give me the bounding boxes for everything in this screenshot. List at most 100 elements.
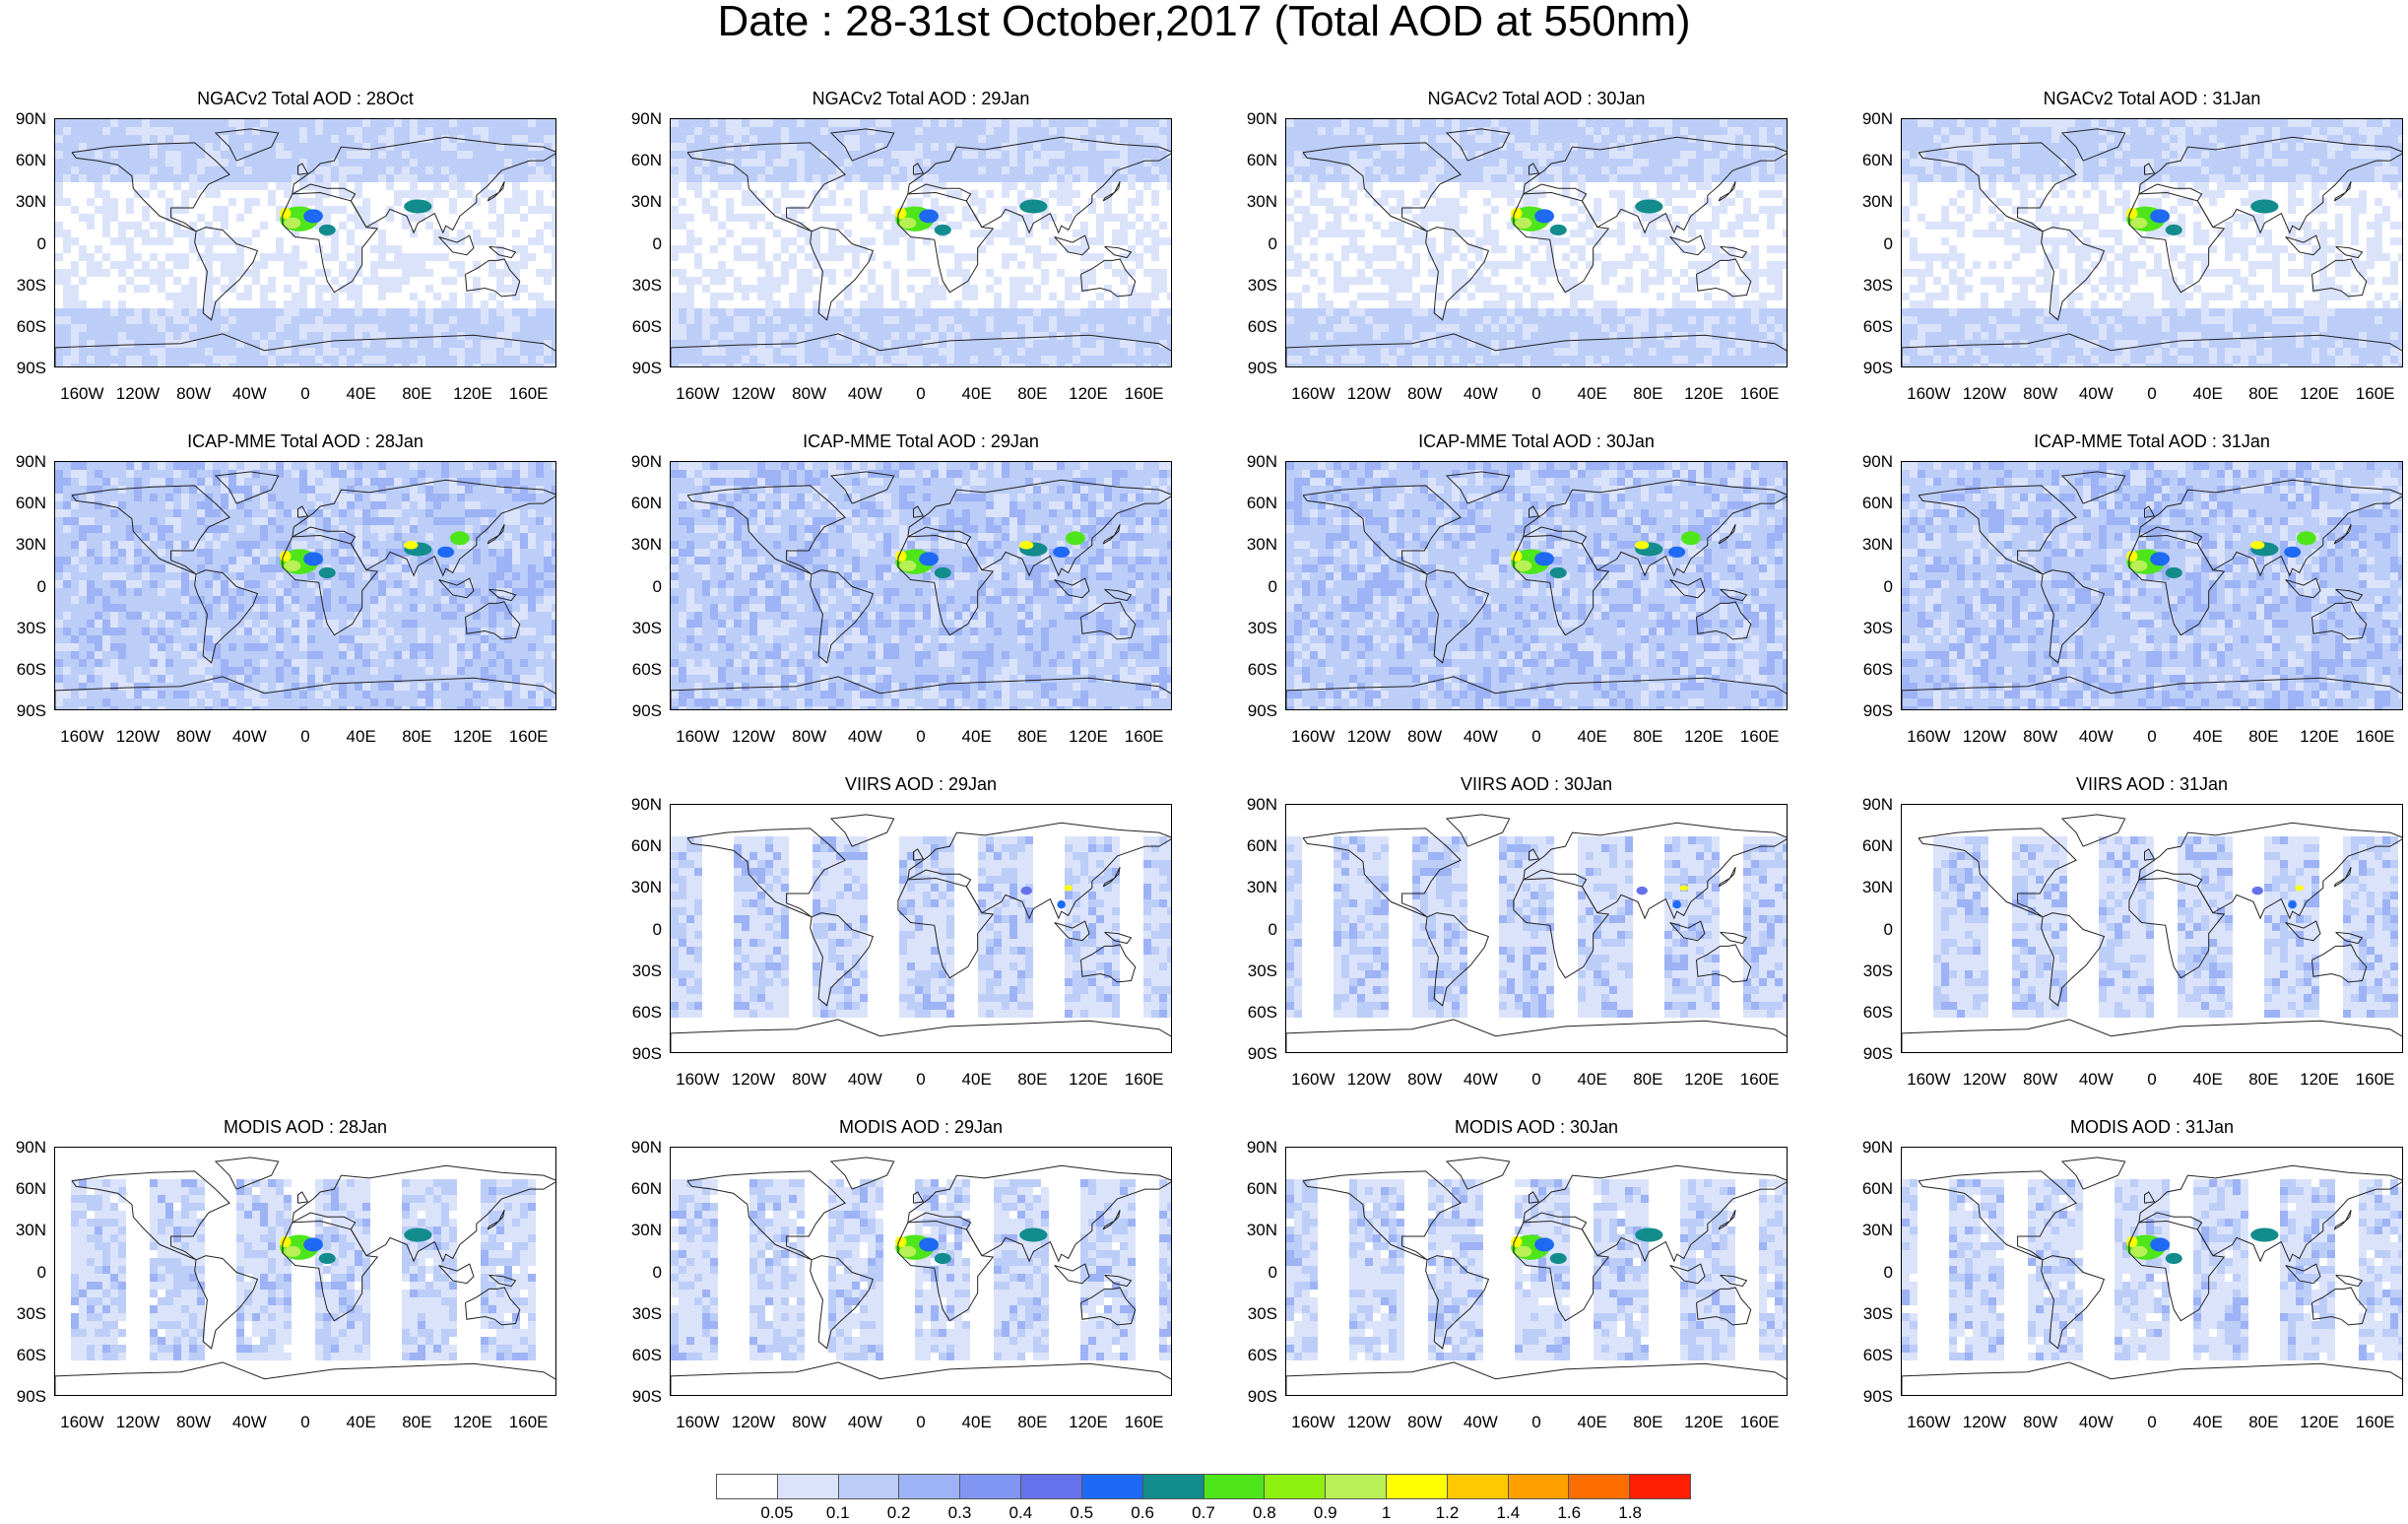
latitude-label: 60S xyxy=(622,1004,662,1021)
latitude-label: 30N xyxy=(1854,879,1893,895)
latitude-label: 60S xyxy=(7,1347,46,1363)
longitude-label: 80W xyxy=(780,728,839,745)
longitude-label: 120W xyxy=(1955,728,2014,745)
colorbar-tick-label: 0.8 xyxy=(1245,1504,1284,1521)
longitude-label: 160E xyxy=(1730,1071,1790,1088)
longitude-label: 0 xyxy=(2122,728,2181,745)
map-frame xyxy=(54,461,556,710)
longitude-label: 120E xyxy=(1674,1414,1733,1430)
panel-title: ICAP-MME Total AOD : 30Jan xyxy=(1285,431,1788,451)
map-canvas xyxy=(1902,462,2403,710)
latitude-label: 60S xyxy=(1854,661,1893,678)
latitude-label: 90N xyxy=(1854,796,1893,813)
latitude-label: 90N xyxy=(1238,453,1277,470)
latitude-label: 90N xyxy=(1854,453,1893,470)
longitude-label: 160E xyxy=(2346,1414,2405,1430)
latitude-label: 90S xyxy=(622,360,662,376)
longitude-label: 40W xyxy=(2066,1071,2125,1088)
latitude-label: 90S xyxy=(622,1388,662,1405)
longitude-label: 80W xyxy=(164,728,224,745)
latitude-label: 30S xyxy=(7,620,46,636)
longitude-label: 40W xyxy=(1451,1414,1510,1430)
map-canvas xyxy=(1286,1148,1788,1396)
panel-title: VIIRS AOD : 31Jan xyxy=(1901,774,2403,794)
longitude-label: 120E xyxy=(443,728,502,745)
longitude-label: 160E xyxy=(2346,1071,2405,1088)
latitude-label: 90N xyxy=(1854,110,1893,127)
map-frame xyxy=(670,118,1172,367)
latitude-label: 60S xyxy=(1238,318,1277,335)
latitude-label: 60S xyxy=(1238,1347,1277,1363)
longitude-label: 40E xyxy=(2179,1071,2238,1088)
colorbar-swatch xyxy=(1387,1475,1448,1498)
panel-title: ICAP-MME Total AOD : 31Jan xyxy=(1901,431,2403,451)
colorbar-tick-label: 1.2 xyxy=(1428,1504,1467,1521)
longitude-label: 160W xyxy=(52,385,111,402)
latitude-label: 90N xyxy=(622,453,662,470)
colorbar-tick-label: 0.9 xyxy=(1306,1504,1345,1521)
colorbar-tick-label: 1.4 xyxy=(1488,1504,1528,1521)
longitude-label: 80W xyxy=(164,385,224,402)
colorbar-swatch xyxy=(778,1475,839,1498)
longitude-label: 120E xyxy=(1059,728,1118,745)
longitude-label: 40E xyxy=(2179,1414,2238,1430)
map-frame xyxy=(54,1147,556,1396)
latitude-label: 30N xyxy=(1854,1222,1893,1238)
latitude-label: 60N xyxy=(1238,152,1277,168)
longitude-label: 0 xyxy=(1507,1414,1566,1430)
map-canvas xyxy=(55,1148,556,1396)
latitude-label: 0 xyxy=(7,578,46,595)
latitude-label: 90N xyxy=(1854,1139,1893,1156)
map-canvas xyxy=(1286,119,1788,367)
latitude-label: 90S xyxy=(7,360,46,376)
panel-title: MODIS AOD : 30Jan xyxy=(1285,1117,1788,1137)
map-frame xyxy=(1901,804,2403,1053)
longitude-label: 40W xyxy=(220,385,279,402)
map-canvas xyxy=(671,462,1172,710)
longitude-label: 80E xyxy=(1618,1414,1677,1430)
longitude-label: 40W xyxy=(835,1071,894,1088)
longitude-label: 40E xyxy=(332,1414,391,1430)
colorbar-swatch xyxy=(1326,1475,1387,1498)
longitude-label: 80E xyxy=(387,385,446,402)
latitude-label: 90S xyxy=(1854,702,1893,719)
latitude-label: 30N xyxy=(7,536,46,553)
map-canvas xyxy=(1902,119,2403,367)
longitude-label: 40W xyxy=(220,1414,279,1430)
longitude-label: 80W xyxy=(1396,728,1455,745)
longitude-label: 120W xyxy=(1339,728,1399,745)
latitude-label: 90N xyxy=(622,110,662,127)
longitude-label: 160W xyxy=(1283,1071,1342,1088)
longitude-label: 40W xyxy=(2066,728,2125,745)
latitude-label: 60N xyxy=(622,1180,662,1197)
map-canvas xyxy=(1286,805,1788,1053)
latitude-label: 30N xyxy=(1238,1222,1277,1238)
longitude-label: 80W xyxy=(780,385,839,402)
longitude-label: 160W xyxy=(668,728,727,745)
latitude-label: 30N xyxy=(1854,536,1893,553)
longitude-label: 120E xyxy=(1059,1414,1118,1430)
latitude-label: 60S xyxy=(622,318,662,335)
panel-title: ICAP-MME Total AOD : 29Jan xyxy=(670,431,1172,451)
panel-title: NGACv2 Total AOD : 28Oct xyxy=(54,89,556,108)
latitude-label: 90S xyxy=(7,702,46,719)
longitude-label: 120E xyxy=(2290,1071,2349,1088)
panel-title: MODIS AOD : 28Jan xyxy=(54,1117,556,1137)
longitude-label: 80W xyxy=(2011,385,2070,402)
colorbar-swatch xyxy=(717,1475,778,1498)
colorbar-swatch xyxy=(1143,1475,1204,1498)
latitude-label: 60N xyxy=(622,152,662,168)
longitude-label: 40W xyxy=(835,385,894,402)
colorbar-tick-label: 0.3 xyxy=(941,1504,980,1521)
longitude-label: 160E xyxy=(2346,728,2405,745)
latitude-label: 0 xyxy=(1238,578,1277,595)
longitude-label: 160W xyxy=(1899,1071,1958,1088)
latitude-label: 30S xyxy=(1854,962,1893,979)
longitude-label: 120E xyxy=(1674,1071,1733,1088)
map-frame xyxy=(670,461,1172,710)
colorbar-tick-label: 1.8 xyxy=(1610,1504,1650,1521)
